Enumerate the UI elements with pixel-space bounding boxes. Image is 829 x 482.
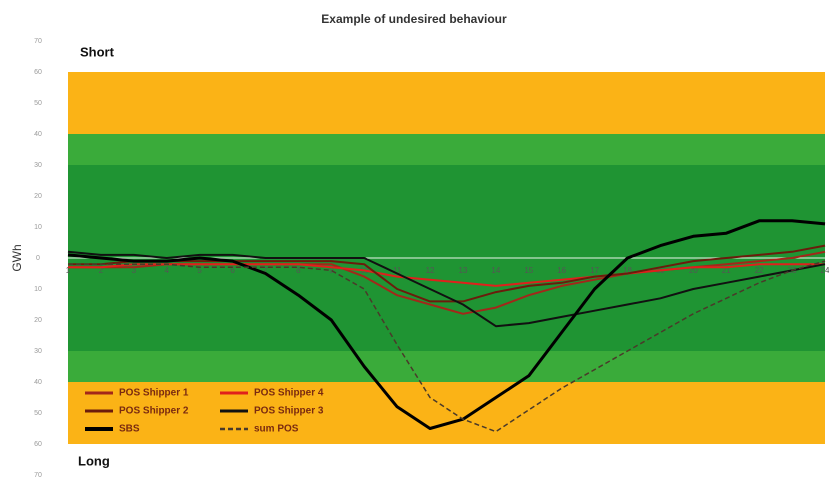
y-tick-label: 30 <box>34 348 42 355</box>
x-tick-label: 15 <box>524 266 533 275</box>
annotation: Long <box>78 453 110 468</box>
y-tick-label: 50 <box>34 100 42 107</box>
series-line <box>68 263 825 287</box>
legend-label: SBS <box>119 424 140 435</box>
x-tick-label: 17 <box>590 266 599 275</box>
legend-label: POS Shipper 3 <box>254 406 324 417</box>
x-tick-label: 2 <box>99 266 104 275</box>
x-tick-label: 16 <box>557 266 566 275</box>
y-tick-label: 10 <box>34 224 42 231</box>
x-tick-label: 11 <box>393 266 402 275</box>
x-tick-label: 5 <box>197 266 202 275</box>
legend-label: POS Shipper 1 <box>119 388 189 399</box>
y-tick-label: 60 <box>34 69 42 76</box>
y-tick-label: 70 <box>34 472 42 479</box>
y-tick-label: 70 <box>34 38 42 45</box>
x-tick-label: 24 <box>821 266 829 275</box>
x-tick-label: 7 <box>263 266 268 275</box>
series-line <box>68 260 826 433</box>
y-axis-label: GWh <box>10 244 24 271</box>
x-tick-label: 6 <box>230 266 235 275</box>
y-tick-label: 0 <box>36 255 40 262</box>
y-tick-label: 50 <box>34 410 42 417</box>
legend-label: sum POS <box>254 424 299 435</box>
y-tick-label: 10 <box>34 286 42 293</box>
y-tick-label: 60 <box>34 441 42 448</box>
series-line <box>67 250 826 328</box>
legend-label: POS Shipper 4 <box>254 388 324 399</box>
band <box>68 72 825 134</box>
y-tick-label: 40 <box>34 131 42 138</box>
x-tick-label: 18 <box>623 266 632 275</box>
x-tick-label: 1 <box>66 266 71 275</box>
x-tick-label: 13 <box>459 266 468 275</box>
band <box>68 351 825 382</box>
series-line <box>68 244 826 303</box>
y-tick-label: 40 <box>34 379 42 386</box>
x-tick-label: 9 <box>329 266 334 275</box>
x-tick-label: 12 <box>426 266 435 275</box>
y-tick-label: 20 <box>34 317 42 324</box>
series-line <box>67 219 826 430</box>
x-tick-label: 8 <box>296 266 301 275</box>
x-tick-label: 22 <box>755 266 764 275</box>
x-tick-label: 14 <box>491 266 500 275</box>
annotation: Short <box>80 44 115 59</box>
y-tick-label: 20 <box>34 193 42 200</box>
x-tick-label: 21 <box>722 266 731 275</box>
band <box>68 382 825 444</box>
x-tick-label: 4 <box>165 266 170 275</box>
y-tick-label: 30 <box>34 162 42 169</box>
chart-title: Example of undesired behaviour <box>321 12 507 26</box>
x-tick-label: 3 <box>132 266 137 275</box>
legend-label: POS Shipper 2 <box>119 406 189 417</box>
band <box>68 134 825 165</box>
x-tick-label: 20 <box>689 266 698 275</box>
